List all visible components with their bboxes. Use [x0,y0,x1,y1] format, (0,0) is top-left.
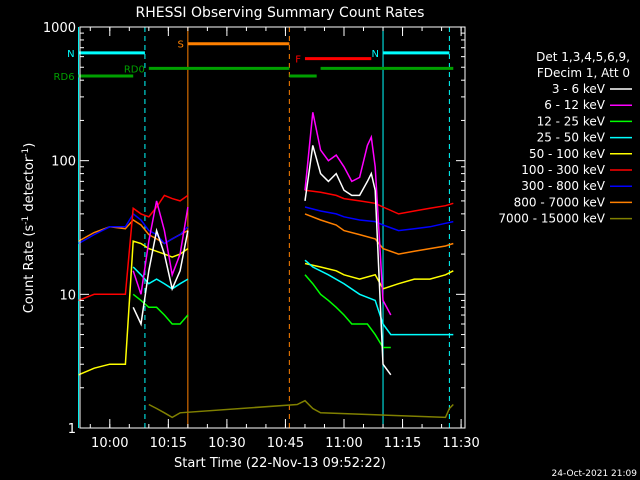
series-lines [78,112,454,419]
legend-entry-label: 300 - 800 keV [521,179,605,193]
x-axis-ticks: 10:00 10:15 10:30 10:45 11:00 11:15 11:30 [89,27,480,451]
flag-label: F [295,55,301,66]
y-tick-label: 100 [51,155,76,170]
x-tick-label: 10:15 [150,436,187,451]
legend-entry-label: 800 - 7000 keV [514,195,606,209]
y-axis-label-part-1: Count Rate (s [22,225,37,314]
series-line-0 [132,145,392,376]
legend-header-line-1: Det 1,3,4,5,6,9, [536,50,630,64]
legend-entry-label: 25 - 50 keV [537,131,606,145]
y-axis-label-part-3: ) [22,143,37,148]
status-flags: N N S F RD0 RD6 [54,40,454,83]
series-line-1 [132,112,392,316]
legend-entry-label: 100 - 300 keV [521,163,605,177]
y-tick-label: 1000 [43,21,76,36]
x-tick-label: 11:00 [325,436,362,451]
legend-entry-label: 3 - 6 keV [552,82,606,96]
y-axis-label-exponent-2: -1 [21,148,31,157]
y-axis-label: Count Rate (s-1 detector-1) [21,143,37,314]
chart-title: RHESSI Observing Summary Count Rates [136,5,425,21]
legend: Det 1,3,4,5,6,9, FDecim 1, Att 0 3 - 6 k… [498,50,632,226]
y-axis-label-exponent-1: -1 [21,216,31,225]
legend-entry-label: 50 - 100 keV [529,147,606,161]
x-tick-label: 11:30 [442,436,479,451]
flag-label: RD0 [124,64,145,75]
series-line-3 [132,259,454,336]
flag-label: N [372,49,379,60]
x-tick-label: 11:15 [384,436,421,451]
x-tick-label: 10:00 [91,436,128,451]
legend-entry-label: 7000 - 15000 keV [498,212,605,226]
footer-timestamp: 24-Oct-2021 21:09 [552,469,638,479]
y-tick-label: 1 [68,422,76,437]
flag-label: S [178,40,184,51]
y-tick-label: 10 [59,288,76,303]
y-axis-ticks: 1 10 100 1000 [43,21,465,437]
x-tick-label: 10:30 [208,436,245,451]
x-tick-label: 10:45 [267,436,304,451]
flag-label: N [67,49,74,60]
y-axis-label-part-2: detector [22,156,37,216]
x-axis-label: Start Time (22-Nov-13 09:52:22) [174,456,386,471]
series-line-5 [78,189,454,302]
plot-frame [79,26,466,429]
series-line-2 [132,274,391,349]
series-line-8 [148,399,454,419]
legend-header-line-2: FDecim 1, Att 0 [537,66,630,80]
legend-entry-label: 12 - 25 keV [537,114,606,128]
flag-label: RD6 [54,72,75,83]
legend-entry-label: 6 - 12 keV [544,98,606,112]
